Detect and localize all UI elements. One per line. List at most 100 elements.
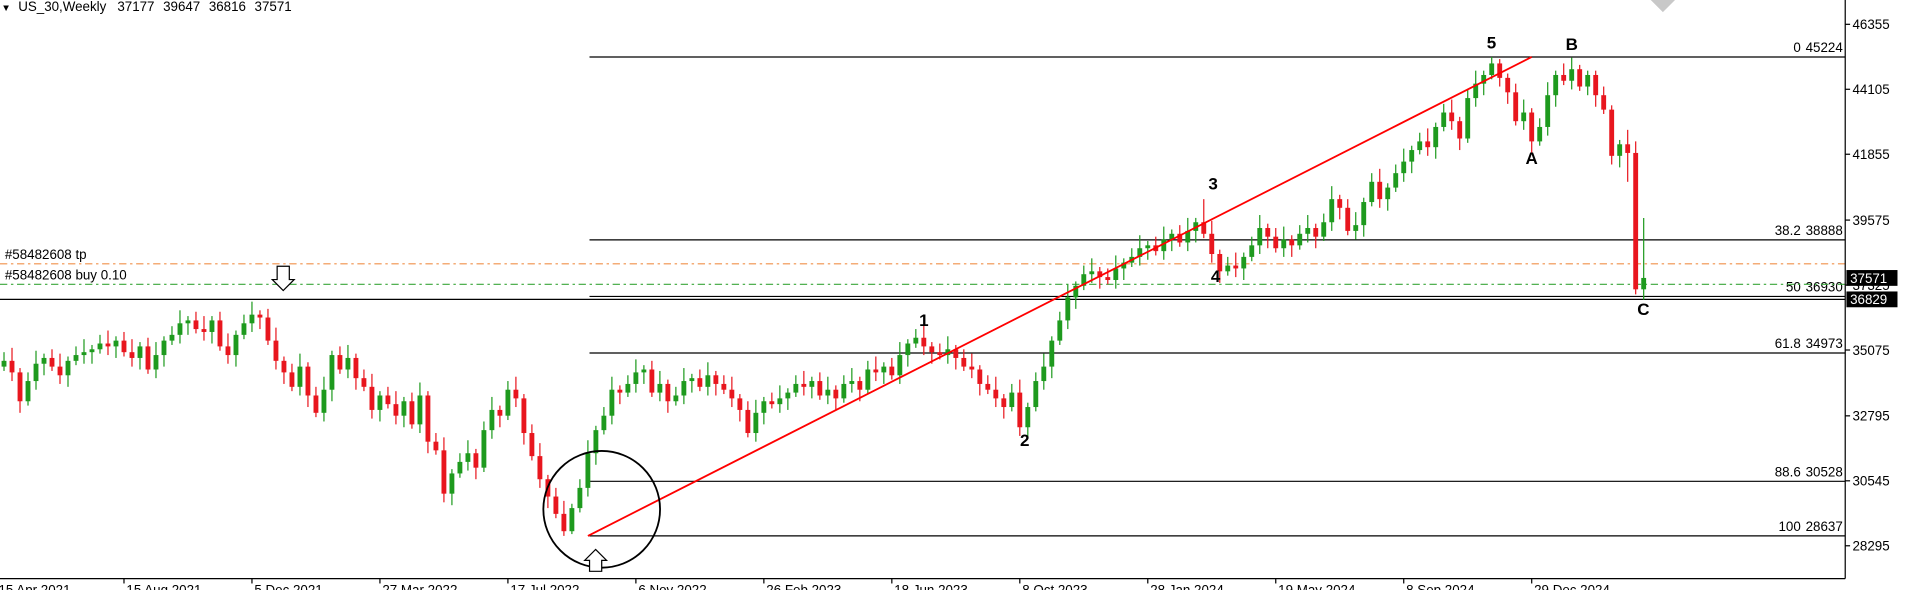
- candle-body: [129, 352, 135, 358]
- fib-label: 38.2 38888: [1775, 223, 1843, 238]
- candle-body: [1201, 222, 1207, 234]
- candle-body: [401, 401, 407, 416]
- x-tick-label: 18 Jun 2023: [894, 582, 968, 590]
- candle-body: [641, 369, 647, 373]
- candle-body: [921, 337, 927, 347]
- candle-body: [297, 366, 303, 387]
- menu-triangle: ▼: [1, 3, 11, 14]
- candle-body: [553, 496, 559, 514]
- y-tick-label: 32795: [1853, 409, 1890, 424]
- current-price-label: 37571: [1850, 271, 1887, 286]
- candle-body: [249, 314, 255, 324]
- candle-body: [1009, 392, 1015, 408]
- candle-body: [809, 381, 815, 387]
- candle-body: [489, 409, 495, 431]
- candle-body: [257, 314, 263, 318]
- fib-ratio: 0: [1793, 40, 1800, 55]
- candle-body: [433, 441, 439, 451]
- low: 36816: [209, 0, 246, 14]
- candle-body: [441, 450, 447, 494]
- candle-body: [1481, 74, 1487, 84]
- y-tick-label: 41855: [1853, 147, 1890, 162]
- fib-label: 88.6 30528: [1775, 464, 1843, 479]
- x-tick-label: 15 Apr 2021: [0, 582, 71, 590]
- candle-body: [1529, 112, 1535, 142]
- candle-body: [913, 337, 919, 344]
- candle-body: [385, 395, 391, 405]
- candle-body: [1105, 277, 1111, 280]
- candle-body: [1569, 69, 1575, 81]
- candle-body: [1633, 152, 1639, 290]
- candle-body: [577, 487, 583, 509]
- candle-body: [889, 366, 895, 376]
- candle-body: [1217, 254, 1223, 272]
- candle-body: [329, 355, 335, 390]
- candle-body: [417, 395, 423, 425]
- y-tick-label: 30545: [1853, 474, 1890, 489]
- wave-label: C: [1637, 300, 1649, 319]
- candle-body: [265, 317, 271, 341]
- candle-body: [161, 340, 167, 356]
- candle-body: [1369, 181, 1375, 203]
- candle-body: [1377, 181, 1383, 200]
- fib-ratio: 50: [1786, 280, 1801, 295]
- candle-body: [569, 508, 575, 532]
- symbol: US_30,Weekly: [18, 0, 106, 14]
- candle-body: [1225, 265, 1231, 272]
- candle-body: [65, 360, 71, 376]
- trendline: [587, 56, 1533, 537]
- wave-label: 2: [1020, 431, 1029, 450]
- candle-body: [585, 453, 591, 488]
- candle-body: [1465, 98, 1471, 139]
- candle-body: [1121, 262, 1127, 269]
- wave-label: 3: [1208, 175, 1217, 194]
- candle-body: [97, 343, 103, 350]
- candle-body: [1033, 381, 1039, 408]
- candle-body: [217, 320, 223, 347]
- order-label: #58482608 buy 0.10: [5, 267, 127, 282]
- candle-body: [481, 430, 487, 468]
- candle-body: [841, 383, 847, 399]
- candle-body: [969, 366, 975, 370]
- fib-label: 50 36930: [1786, 280, 1843, 295]
- candle-body: [1273, 236, 1279, 249]
- candle-body: [1441, 112, 1447, 127]
- candle-body: [769, 401, 775, 405]
- candle-body: [985, 383, 991, 390]
- candle-body: [49, 357, 55, 367]
- candle-body: [1049, 340, 1055, 367]
- candle-body: [1257, 228, 1263, 246]
- candle-body: [721, 383, 727, 390]
- candle-body: [1177, 233, 1183, 243]
- candle-body: [361, 378, 367, 387]
- candle-body: [1241, 256, 1247, 269]
- candle-body: [1473, 83, 1479, 99]
- plot: 0 45224 38.2 38888 50 36930 61.8 34973 88.6 30528…: [0, 40, 1846, 537]
- candle-body: [945, 349, 951, 356]
- candle-body: [1265, 228, 1271, 237]
- candle-body: [57, 366, 63, 376]
- candle-body: [1585, 74, 1591, 87]
- y-tick-label: 35075: [1853, 343, 1890, 358]
- candle-body: [89, 349, 95, 353]
- candle-body: [857, 381, 863, 390]
- candle-body: [233, 334, 239, 356]
- candle-body: [1545, 95, 1551, 127]
- candle-body: [681, 381, 687, 396]
- candle-body: [409, 401, 415, 425]
- candle-body: [305, 366, 311, 396]
- candle-body: [1321, 222, 1327, 237]
- candle-body: [177, 323, 183, 335]
- candle-body: [777, 398, 783, 405]
- candle-body: [321, 389, 327, 413]
- candle-body: [225, 346, 231, 356]
- x-tick-label: 26 Feb 2023: [766, 582, 841, 590]
- candle-body: [1209, 233, 1215, 255]
- candle-body: [1057, 320, 1063, 341]
- candle-body: [713, 375, 719, 384]
- candle-body: [1017, 392, 1023, 428]
- candle-body: [1433, 126, 1439, 148]
- candle-body: [521, 398, 527, 434]
- candle-body: [1281, 239, 1287, 249]
